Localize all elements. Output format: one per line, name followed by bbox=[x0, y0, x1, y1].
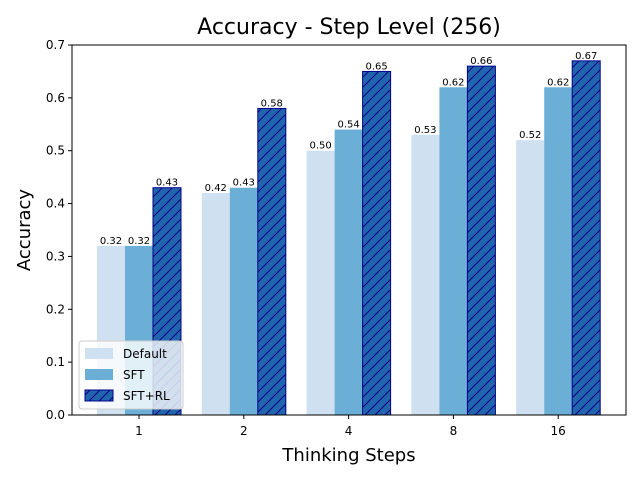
y-tick-label: 0.5 bbox=[46, 144, 65, 158]
bar-sft-8 bbox=[439, 87, 468, 416]
data-label-sft-rl-2: 0.58 bbox=[261, 98, 283, 109]
x-tick-label: 4 bbox=[345, 424, 353, 438]
data-label-default-1: 0.32 bbox=[100, 236, 122, 247]
bar-sft-16 bbox=[544, 87, 573, 416]
data-label-default-4: 0.50 bbox=[309, 141, 331, 152]
axes-layer: 0.0 0.1 0.2 0.3 0.4 0.5 0.6 0.7 1 2 4 8 16 bbox=[46, 38, 627, 438]
legend-label-sft: SFT bbox=[123, 368, 145, 382]
y-tick-label: 0.4 bbox=[46, 197, 65, 211]
bar-sft-rl-16 bbox=[571, 60, 601, 416]
data-label-sft-rl-4: 0.65 bbox=[365, 61, 387, 72]
bar-default-8 bbox=[411, 134, 440, 415]
legend-swatch-sft-rl bbox=[84, 389, 114, 402]
x-tick-label: 1 bbox=[135, 424, 143, 438]
y-tick-label: 0.3 bbox=[46, 249, 65, 263]
bar-default-16 bbox=[516, 140, 545, 415]
x-axis-label: Thinking Steps bbox=[281, 445, 415, 466]
legend: Default SFT SFT+RL bbox=[78, 340, 184, 410]
bar-sft-rl-8 bbox=[466, 65, 496, 416]
y-tick-label: 0.1 bbox=[46, 355, 65, 369]
bar-default-2 bbox=[201, 193, 230, 415]
data-labels-layer: 0.32 0.42 0.50 0.53 0.52 0.32 0.43 0.54 0.62 0.62… bbox=[100, 51, 597, 247]
data-label-sft-rl-1: 0.43 bbox=[156, 178, 178, 189]
bar-sft-rl-2 bbox=[257, 107, 287, 416]
bar-default-4 bbox=[306, 150, 335, 415]
legend-swatch-default bbox=[85, 348, 113, 359]
y-tick-label: 0.0 bbox=[46, 408, 65, 422]
data-label-sft-2: 0.43 bbox=[233, 178, 255, 189]
data-label-sft-4: 0.54 bbox=[337, 120, 359, 131]
chart-title: Accuracy - Step Level (256) bbox=[197, 15, 501, 40]
legend-swatch-sft bbox=[85, 369, 113, 380]
legend-label-sft-rl: SFT+RL bbox=[123, 389, 170, 403]
bar-sft-2 bbox=[229, 187, 258, 415]
y-axis-label: Accuracy bbox=[14, 189, 35, 272]
x-tick-label: 16 bbox=[551, 424, 566, 438]
bar-sft-rl-4 bbox=[362, 70, 392, 416]
y-tick-label: 0.6 bbox=[46, 91, 65, 105]
data-label-sft-rl-16: 0.67 bbox=[575, 51, 597, 62]
data-label-default-8: 0.53 bbox=[414, 125, 436, 136]
data-label-sft-1: 0.32 bbox=[128, 236, 150, 247]
legend-label-default: Default bbox=[123, 347, 167, 361]
data-label-default-2: 0.42 bbox=[205, 183, 227, 194]
bars-layer bbox=[97, 60, 601, 416]
y-tick-label: 0.2 bbox=[46, 302, 65, 316]
bar-sft-4 bbox=[334, 129, 363, 416]
y-tick-label: 0.7 bbox=[46, 38, 65, 52]
data-label-sft-rl-8: 0.66 bbox=[470, 56, 492, 67]
data-label-default-16: 0.52 bbox=[519, 130, 541, 141]
data-label-sft-16: 0.62 bbox=[547, 77, 569, 88]
data-label-sft-8: 0.62 bbox=[442, 77, 464, 88]
x-tick-label: 2 bbox=[240, 424, 248, 438]
x-tick-label: 8 bbox=[450, 424, 458, 438]
